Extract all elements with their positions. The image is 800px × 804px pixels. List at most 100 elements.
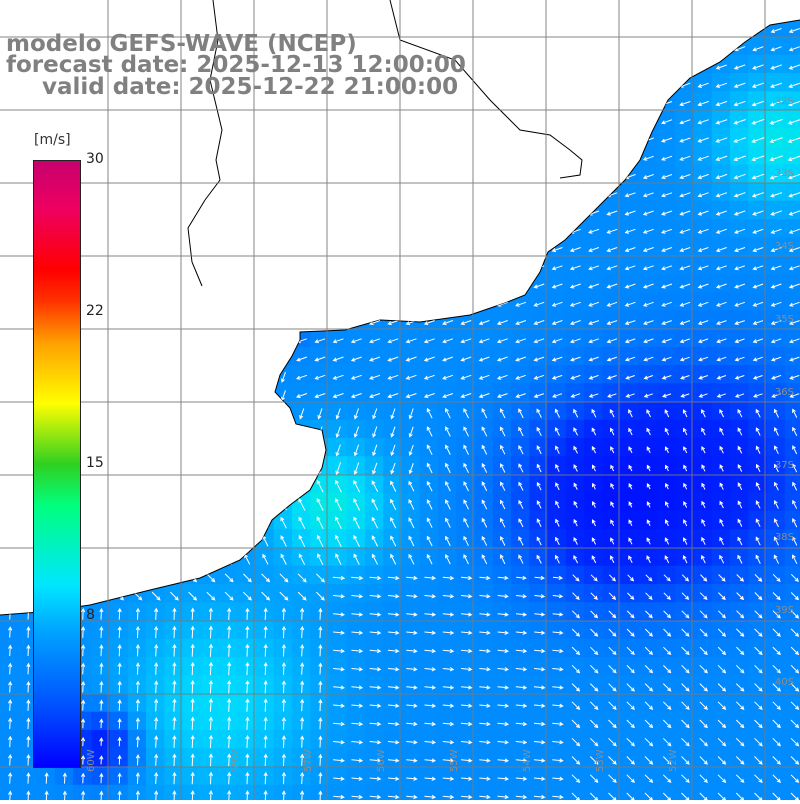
speed-cell <box>712 621 731 640</box>
lat-label-33s: 33S <box>775 168 794 179</box>
wind-arrow <box>315 266 325 270</box>
speed-cell <box>475 0 494 19</box>
speed-cell <box>511 37 530 56</box>
speed-cell <box>128 329 147 348</box>
speed-cell <box>493 694 512 713</box>
speed-cell <box>639 584 658 603</box>
speed-cell <box>292 548 311 567</box>
speed-cell <box>566 292 585 311</box>
wind-arrow <box>571 138 581 142</box>
wind-arrow <box>154 208 158 218</box>
speed-cell <box>110 0 129 19</box>
wind-arrow <box>8 80 12 90</box>
wind-arrow <box>607 47 617 51</box>
wind-arrow <box>172 463 176 473</box>
speed-cell <box>475 602 494 621</box>
wind-arrow <box>26 190 30 200</box>
speed-cell <box>347 584 366 603</box>
speed-cell <box>256 237 275 256</box>
speed-cell <box>438 0 457 19</box>
speed-cell <box>694 256 713 275</box>
wind-arrow <box>172 281 176 291</box>
speed-cell <box>146 164 165 183</box>
speed-cell <box>183 438 202 457</box>
wind-arrow <box>282 263 286 272</box>
wind-arrow <box>300 427 304 437</box>
speed-cell <box>602 146 621 165</box>
speed-cell <box>456 292 475 311</box>
speed-cell <box>402 712 421 731</box>
lat-label-38s: 38S <box>775 532 794 543</box>
speed-cell <box>566 712 585 731</box>
wind-arrow <box>425 175 435 179</box>
speed-cell <box>402 183 421 202</box>
wind-arrow <box>699 10 709 14</box>
speed-cell <box>548 785 567 800</box>
speed-cell <box>438 584 457 603</box>
speed-cell <box>0 0 19 19</box>
wind-arrow <box>263 427 267 437</box>
wind-arrow <box>461 83 471 87</box>
speed-cell <box>0 292 19 311</box>
speed-cell <box>602 639 621 658</box>
speed-cell <box>420 347 439 366</box>
speed-cell <box>675 73 694 92</box>
speed-cell <box>730 292 749 311</box>
speed-cell <box>584 694 603 713</box>
speed-cell <box>511 347 530 366</box>
colorbar-tick-30: 30 <box>86 151 104 167</box>
speed-cell <box>639 55 658 74</box>
speed-cell <box>566 274 585 293</box>
wind-arrow <box>99 518 104 527</box>
wind-arrow <box>99 135 103 145</box>
speed-cell <box>329 237 348 256</box>
wind-arrow <box>553 120 563 124</box>
speed-cell <box>584 219 603 238</box>
wind-arrow <box>8 135 12 145</box>
wind-arrow <box>589 156 599 160</box>
wind-arrow <box>534 10 544 14</box>
speed-cell <box>164 365 183 384</box>
wind-arrow <box>263 263 267 272</box>
speed-cell <box>18 0 37 19</box>
speed-cell <box>748 785 767 800</box>
speed-cell <box>438 201 457 220</box>
lon-label-54w: 54W <box>522 749 533 772</box>
wind-arrow <box>99 537 104 547</box>
speed-cell <box>274 548 293 567</box>
wind-arrow <box>407 29 417 33</box>
wind-arrow <box>264 300 267 308</box>
wind-arrow <box>370 138 380 142</box>
speed-cell <box>201 475 220 494</box>
speed-cell <box>675 584 694 603</box>
wind-arrow <box>172 263 176 273</box>
speed-cell <box>329 201 348 220</box>
wind-arrow <box>297 211 307 215</box>
speed-cell <box>566 37 585 56</box>
wind-arrow <box>334 120 344 124</box>
speed-cell <box>274 529 293 548</box>
wind-arrow <box>263 390 267 400</box>
speed-cell <box>237 493 256 512</box>
speed-cell <box>675 91 694 110</box>
speed-cell <box>621 657 640 676</box>
colorbar <box>33 160 81 768</box>
speed-cell <box>621 219 640 238</box>
speed-cell <box>548 183 567 202</box>
wind-arrow <box>263 481 268 491</box>
wind-arrow <box>26 208 30 218</box>
speed-cell <box>748 748 767 767</box>
speed-cell <box>730 694 749 713</box>
speed-cell <box>329 310 348 329</box>
speed-cell <box>128 438 147 457</box>
speed-cell <box>475 548 494 567</box>
wind-arrow <box>117 336 121 346</box>
speed-cell <box>110 274 129 293</box>
speed-cell <box>0 183 19 202</box>
speed-cell <box>748 694 767 713</box>
wind-arrow <box>99 244 103 254</box>
speed-cell <box>402 292 421 311</box>
speed-cell <box>548 329 567 348</box>
wind-arrow <box>26 372 30 382</box>
wind-arrow <box>26 171 30 181</box>
